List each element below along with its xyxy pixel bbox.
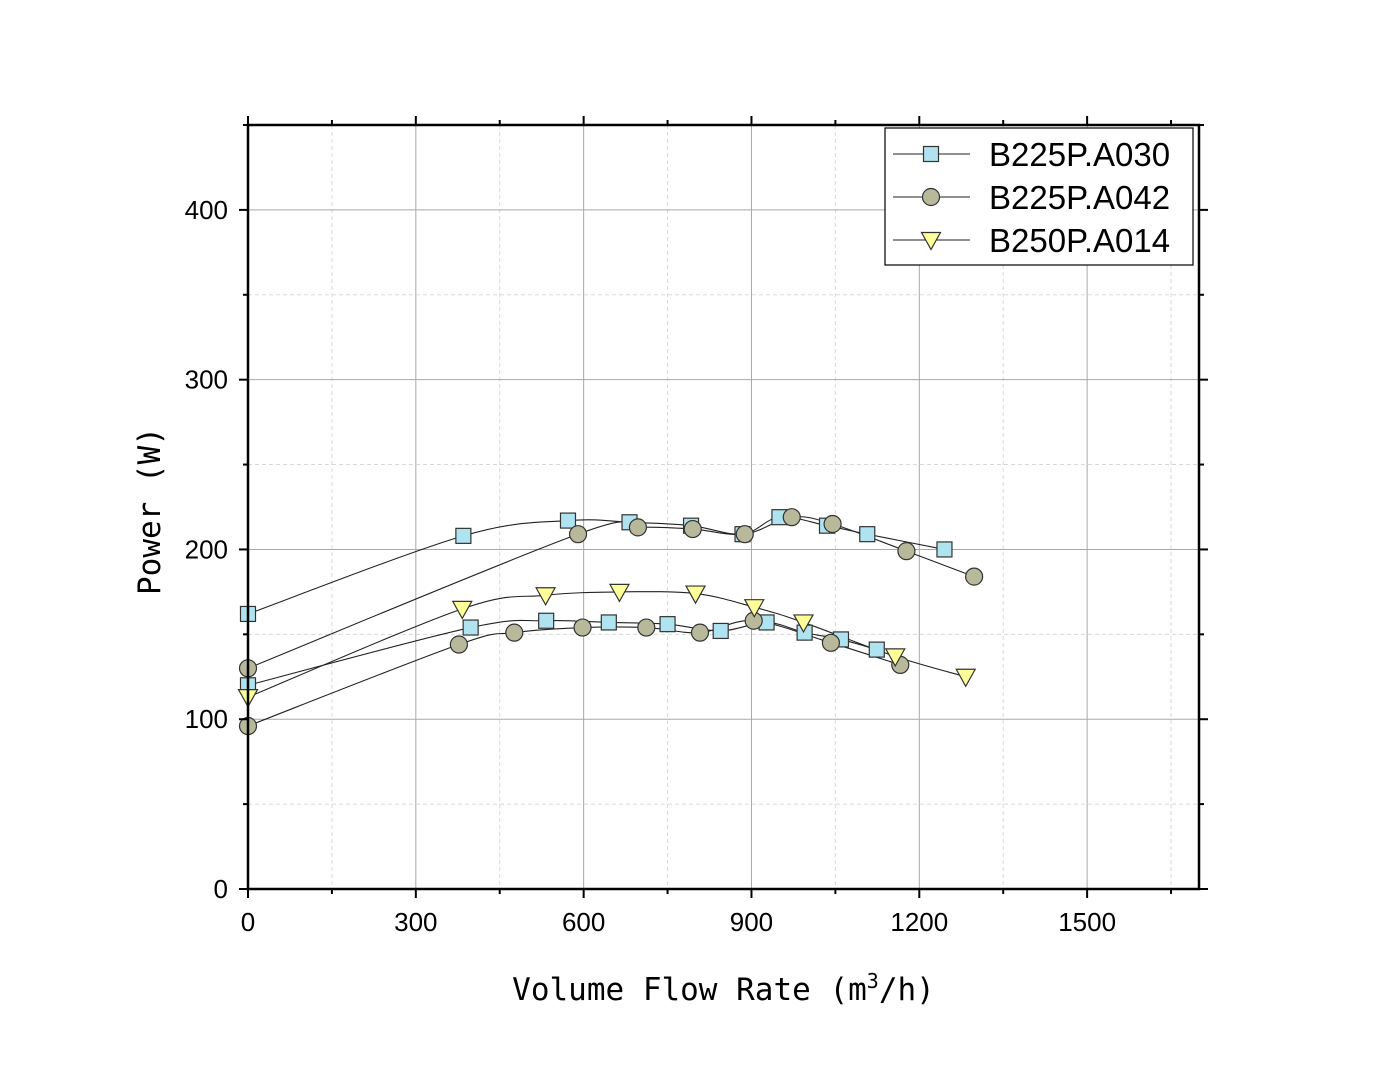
data-point-b225p-a042 [637, 618, 656, 637]
data-point-b225p-a042 [690, 623, 710, 642]
data-point-b250p-a014 [685, 585, 707, 605]
data-point-b225p-a030 [455, 527, 472, 544]
data-point-b225p-a030 [859, 526, 876, 543]
x-tick-label: 0 [241, 907, 255, 937]
legend-label-b225p-a030: B225P.A030 [989, 136, 1170, 173]
data-point-b250p-a014 [608, 583, 630, 603]
data-point-b225p-a042 [782, 508, 801, 527]
data-point-b250p-a014 [451, 600, 473, 620]
data-point-b225p-a030 [712, 622, 729, 640]
legend-marker-b225p-a042 [921, 187, 941, 207]
y-tick-label: 300 [185, 365, 228, 395]
plot-frame [246, 123, 1201, 891]
data-point-b225p-a042 [505, 623, 524, 642]
series-line-b225p-a030-1 [247, 516, 945, 615]
y-tick-label: 0 [214, 874, 228, 904]
data-point-b225p-a030 [538, 612, 555, 629]
data-point-b225p-a030 [936, 541, 953, 558]
x-tick-label: 1500 [1058, 907, 1116, 937]
data-point-b225p-a030 [659, 616, 676, 633]
series-line-b250p-a014-1 [247, 591, 966, 698]
data-point-b250p-a014 [884, 648, 906, 668]
y-tick-label: 400 [185, 195, 228, 225]
data-point-b225p-a042 [821, 633, 841, 652]
data-point-b225p-a042 [683, 519, 702, 539]
legend: B225P.A030 B225P.A042 B250P.A014 [884, 127, 1194, 266]
data-point-b250p-a014 [535, 587, 557, 607]
data-point-b225p-a042 [823, 514, 842, 534]
data-point-b225p-a030 [600, 614, 617, 631]
y-axis-title: Power (W) [132, 427, 168, 595]
x-tick-label: 900 [730, 907, 773, 937]
data-point-b225p-a042 [897, 542, 916, 561]
legend-label-b225p-a042: B225P.A042 [989, 179, 1170, 216]
y-tick-label: 200 [185, 534, 228, 564]
data-point-b225p-a042 [628, 518, 648, 537]
data-point-b225p-a030 [462, 619, 479, 636]
data-point-b225p-a042 [965, 567, 984, 586]
data-point-b225p-a042 [449, 635, 468, 654]
x-tick-label: 300 [394, 907, 437, 937]
tick-labels: 0 300 600 900 1200 1500 0 100 200 300 400 [185, 195, 1116, 937]
data-point-b250p-a014 [743, 599, 765, 618]
series-line-b225p-a030-2 [247, 619, 877, 686]
axis-ticks [239, 116, 1208, 898]
data-point-b250p-a014 [955, 668, 977, 688]
data-markers [237, 508, 984, 736]
legend-label-b250p-a014: B250P.A014 [989, 222, 1170, 259]
x-tick-label: 1200 [890, 907, 948, 937]
data-point-b225p-a042 [735, 525, 754, 544]
data-point-b225p-a042 [568, 525, 588, 544]
y-tick-label: 100 [185, 704, 228, 734]
x-axis-title: Volume Flow Rate (m3/h) [512, 969, 935, 1008]
data-point-b225p-a030 [868, 641, 885, 658]
grid [248, 125, 1199, 889]
legend-marker-b250p-a014 [920, 231, 942, 251]
data-point-b225p-a030 [559, 512, 577, 529]
data-point-b225p-a042 [573, 618, 592, 637]
x-tick-label: 600 [562, 907, 605, 937]
legend-marker-b225p-a030 [922, 145, 940, 163]
data-point-b250p-a014 [792, 614, 815, 634]
